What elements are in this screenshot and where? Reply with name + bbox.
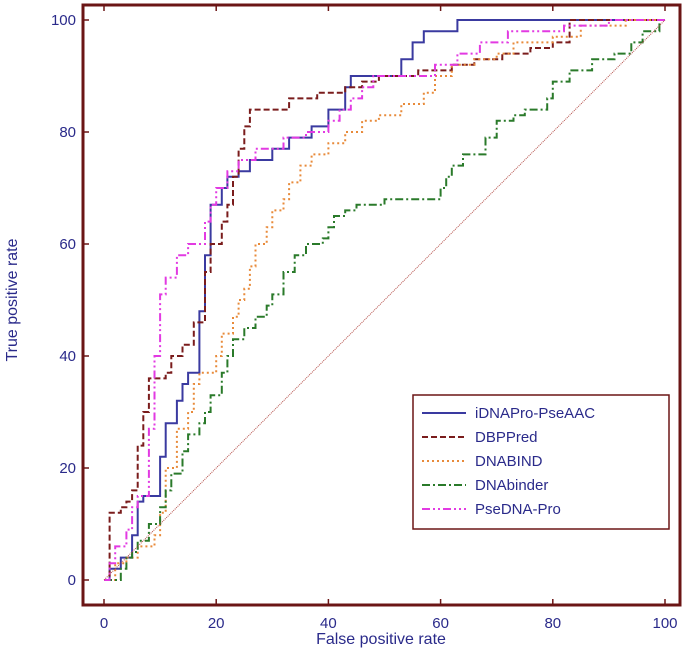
legend-label: DBPPred <box>475 429 538 446</box>
axis-ticks-layer: 0 20 40 60 80 100 0 20 40 60 80 100 <box>51 5 678 632</box>
x-tick-label: 0 <box>100 615 108 632</box>
y-tick-label: 0 <box>68 572 76 589</box>
legend-label: DNAbinder <box>475 477 548 494</box>
x-tick-label: 60 <box>432 615 449 632</box>
legend-label: iDNAPro-PseAAC <box>475 405 595 422</box>
series-line-idnapro-pseaac <box>104 19 665 581</box>
y-tick-label: 100 <box>51 12 76 29</box>
series-line-dnabinder <box>104 19 665 581</box>
y-tick-label: 60 <box>59 236 76 253</box>
y-axis-title: True positive rate <box>4 238 21 361</box>
x-tick-label: 80 <box>544 615 561 632</box>
x-tick-label: 100 <box>652 615 677 632</box>
series-line-random <box>103 19 666 581</box>
legend-label: DNABIND <box>475 453 543 470</box>
legend: iDNAPro-PseAAC DBPPred DNABIND DNAbinder Pse… <box>412 394 670 530</box>
y-tick-label: 40 <box>59 348 76 365</box>
y-tick-label: 80 <box>59 124 76 141</box>
series-line-psedna-pro <box>104 19 665 581</box>
legend-label: PseDNA-Pro <box>475 501 561 518</box>
legend-box <box>412 394 670 530</box>
x-tick-label: 40 <box>320 615 337 632</box>
series-layer <box>103 19 666 581</box>
plot-frame <box>81 3 682 607</box>
y-tick-label: 20 <box>59 460 76 477</box>
x-axis-title: False positive rate <box>316 631 446 648</box>
series-line-dbppred <box>104 19 665 581</box>
x-tick-label: 20 <box>208 615 225 632</box>
